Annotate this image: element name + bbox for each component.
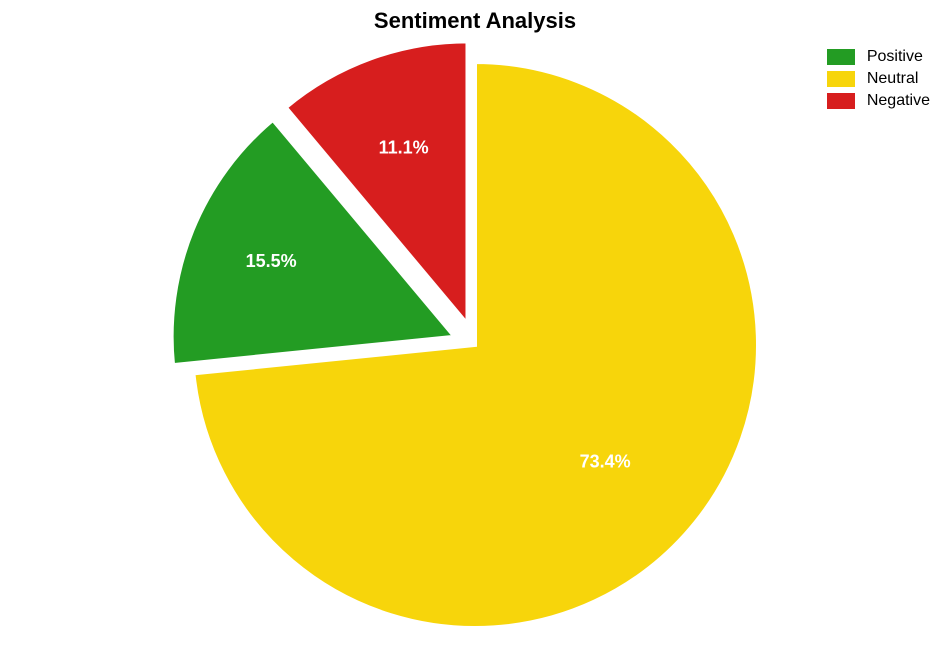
pie-label-neutral: 73.4%	[580, 451, 631, 471]
legend: Positive Neutral Negative	[827, 48, 930, 114]
pie-label-negative: 11.1%	[379, 138, 429, 158]
pie-chart-container: Sentiment Analysis 73.4%15.5%11.1% Posit…	[0, 0, 950, 662]
legend-swatch-negative	[827, 93, 855, 109]
legend-label-neutral: Neutral	[867, 70, 919, 88]
pie-chart-svg: 73.4% 15.5% 11.1%	[0, 0, 950, 662]
legend-swatch-positive	[827, 49, 855, 65]
legend-item-negative: Negative	[827, 92, 930, 110]
legend-label-positive: Positive	[867, 48, 923, 66]
pie-label-positive: 15.5%	[246, 251, 297, 271]
legend-item-positive: Positive	[827, 48, 930, 66]
legend-swatch-neutral	[827, 71, 855, 87]
legend-item-neutral: Neutral	[827, 70, 930, 88]
legend-label-negative: Negative	[867, 92, 930, 110]
